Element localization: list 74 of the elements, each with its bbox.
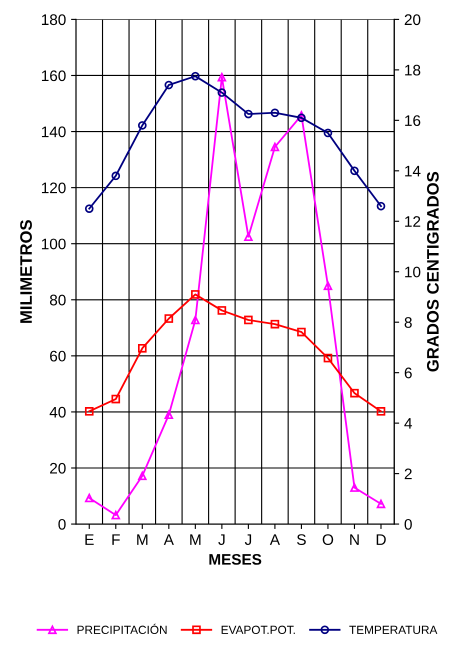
- y-tick-label: 100: [42, 238, 66, 250]
- point: [376, 500, 386, 508]
- point: [191, 316, 200, 324]
- point: [138, 472, 147, 480]
- point: [218, 306, 226, 315]
- point: [191, 290, 200, 299]
- point: [350, 166, 359, 176]
- y-tick-label: 160: [42, 70, 66, 82]
- y2-tick-label: 16: [405, 115, 420, 126]
- point: [164, 80, 174, 90]
- x-tick-label: M: [190, 534, 200, 545]
- point: [111, 394, 120, 404]
- point: [84, 494, 94, 502]
- point: [270, 142, 280, 152]
- point: [244, 232, 253, 241]
- point: [270, 108, 280, 118]
- legend-label: PRECIPITACIÓN: [78, 624, 167, 634]
- legend-label: EVAPOT.POT.: [222, 626, 295, 634]
- point: [324, 281, 332, 290]
- y2-tick-label: 8: [404, 317, 412, 328]
- y-tick-label: 140: [42, 126, 66, 138]
- point: [270, 320, 280, 328]
- x-tick-label: D: [376, 534, 386, 545]
- y2-tick-label: 10: [405, 266, 420, 278]
- point: [324, 128, 332, 138]
- x-tick-label: A: [164, 534, 174, 545]
- point: [324, 354, 332, 362]
- point: [244, 110, 253, 118]
- point: [376, 407, 386, 416]
- legend-label: TEMPERATURA: [349, 626, 438, 634]
- x-tick-label: S: [297, 534, 306, 546]
- point: [138, 344, 147, 353]
- point: [244, 316, 253, 324]
- y2-tick-label: 6: [404, 368, 412, 378]
- y2-tick-label: 20: [404, 14, 420, 26]
- point: [84, 407, 94, 416]
- x-tick-label: F: [112, 534, 120, 545]
- point: [111, 510, 120, 520]
- point: [164, 410, 174, 420]
- y-tick-label: 120: [42, 182, 66, 194]
- x-tick-label: O: [322, 534, 334, 546]
- x-tick-label: J: [244, 534, 252, 546]
- y2-tick-label: 0: [404, 518, 412, 530]
- point: [218, 72, 226, 82]
- point: [297, 328, 306, 336]
- x-tick-label: N: [350, 534, 359, 545]
- x-tick-label: J: [218, 534, 225, 546]
- point: [297, 114, 306, 122]
- y-tick-label: 40: [50, 406, 66, 418]
- x-tick-label: E: [85, 534, 94, 545]
- x-axis-title: MESES: [209, 554, 262, 565]
- point: [350, 483, 359, 492]
- y2-tick-label: 12: [405, 216, 420, 227]
- point: [350, 388, 359, 398]
- y2-tick-label: 4: [404, 418, 412, 429]
- point: [191, 72, 200, 80]
- point: [376, 202, 386, 210]
- y2-tick-label: 18: [405, 64, 420, 76]
- y-tick-label: 60: [50, 350, 66, 362]
- y2-tick-label: 14: [405, 166, 421, 176]
- y-axis-title: MILIMETROS: [20, 220, 32, 323]
- y-tick-label: 0: [58, 518, 66, 530]
- x-tick-label: M: [137, 534, 148, 545]
- point: [218, 88, 226, 97]
- point: [164, 314, 174, 323]
- point: [111, 172, 120, 180]
- point: [138, 121, 147, 130]
- y2-axis-title: GRADOS CENTIGRADOS: [426, 172, 439, 372]
- x-tick-label: A: [270, 534, 280, 545]
- y-tick-label: 20: [50, 462, 66, 474]
- y2-tick-label: 2: [404, 468, 412, 480]
- y-tick-label: 180: [42, 14, 66, 26]
- y-tick-label: 80: [50, 294, 66, 306]
- point: [84, 204, 94, 213]
